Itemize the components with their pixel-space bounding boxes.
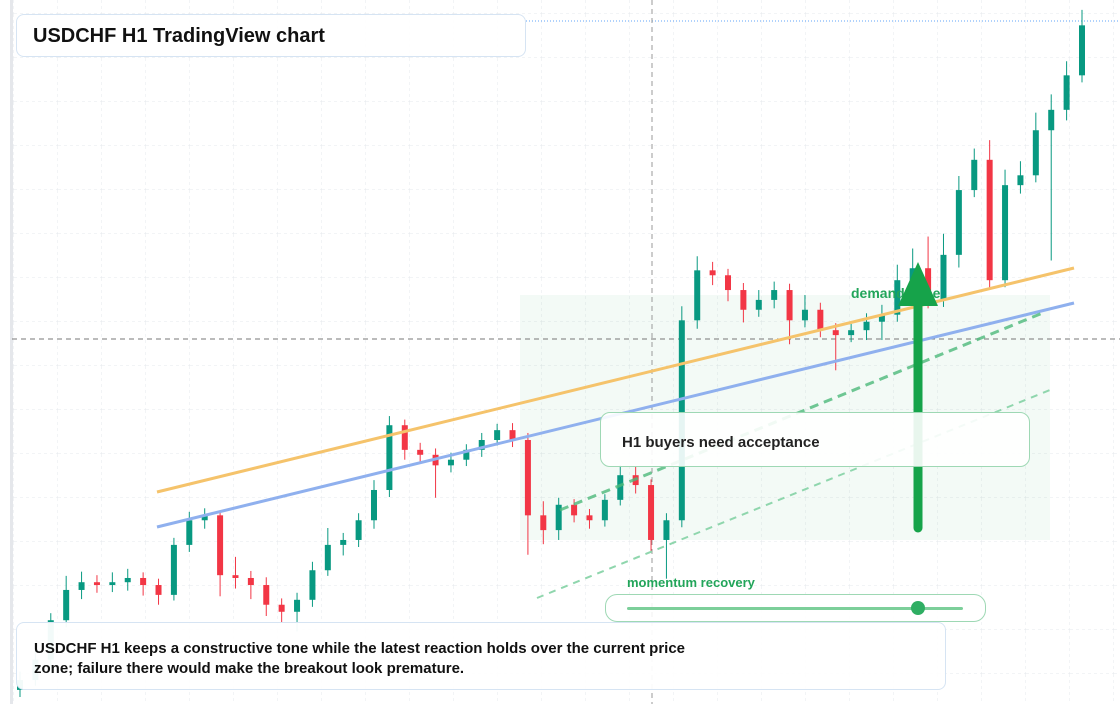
slider-knob[interactable]: [911, 601, 925, 615]
candle-body: [170, 544, 177, 595]
candle-body: [63, 589, 70, 621]
candle-body: [509, 430, 516, 440]
candle-body: [740, 290, 747, 310]
candle-body: [863, 321, 870, 331]
left-edge: [10, 0, 13, 704]
candle-body: [709, 270, 716, 276]
candle-body: [832, 330, 839, 336]
caption-box: USDCHF H1 keeps a constructive tone whil…: [16, 622, 946, 690]
candle-body: [725, 275, 731, 291]
chart-title: USDCHF H1 TradingView chart: [33, 25, 325, 47]
candle-body: [386, 425, 393, 490]
channel-line: [559, 310, 1046, 512]
candle-body: [1063, 75, 1070, 110]
slider-label: momentum recovery: [627, 575, 755, 590]
candle-body: [478, 440, 485, 450]
candle-body: [540, 515, 547, 531]
candle-body: [648, 485, 655, 540]
candle-body: [340, 539, 347, 545]
candle-body: [78, 582, 85, 590]
candle-body: [971, 159, 978, 191]
callout-box: H1 buyers need acceptance: [600, 412, 1030, 467]
candle-body: [294, 599, 301, 612]
candle-body: [155, 585, 162, 595]
candle-body: [186, 520, 193, 545]
arrow-head: [898, 262, 938, 306]
candle-body: [586, 515, 593, 521]
candle-body: [555, 504, 562, 531]
candle-body: [1017, 175, 1024, 186]
candle-body: [878, 314, 885, 322]
caption: USDCHF H1 keeps a constructive tone whil…: [34, 640, 686, 677]
candle-body: [694, 270, 701, 321]
candle-body: [371, 489, 377, 521]
candle-body: [494, 430, 501, 440]
candle-body: [617, 475, 624, 500]
candle-body: [771, 290, 778, 300]
candle-body: [309, 570, 316, 600]
candle-body: [401, 425, 408, 450]
candle-body: [247, 577, 254, 586]
candle-body: [278, 604, 285, 612]
candle-body: [93, 582, 100, 586]
candle-body: [140, 577, 147, 586]
candle-body: [755, 299, 762, 310]
candle-body: [417, 449, 424, 455]
candle-body: [263, 585, 270, 605]
candle-body: [524, 440, 531, 516]
candle-body: [786, 290, 793, 321]
candle-body: [848, 330, 855, 336]
candle-body: [601, 499, 608, 521]
candle-body: [940, 254, 947, 300]
title-box: USDCHF H1 TradingView chart: [16, 14, 526, 57]
candle-body: [109, 582, 116, 586]
candle-body: [324, 544, 331, 571]
candle-body: [571, 504, 578, 516]
candle-body: [447, 459, 454, 466]
candle-body: [986, 159, 993, 281]
candle-body: [463, 449, 470, 460]
candle-body: [232, 575, 239, 578]
candle-body: [955, 190, 962, 255]
slider-track: [627, 607, 963, 610]
candle-body: [217, 515, 224, 576]
candle-body: [894, 280, 901, 315]
candle-body: [925, 268, 932, 300]
candle-body: [663, 520, 670, 540]
candle-body: [355, 520, 362, 540]
callout-text: H1 buyers need acceptance: [622, 434, 820, 451]
candle-body: [1079, 25, 1085, 76]
candle-body: [801, 309, 808, 321]
candle-body: [1002, 185, 1009, 281]
candle-body: [124, 577, 131, 583]
candle-body: [201, 515, 208, 521]
candle-body: [1048, 109, 1055, 131]
candle-body: [1032, 130, 1039, 176]
slider[interactable]: [605, 594, 986, 622]
candle-body: [817, 309, 824, 331]
